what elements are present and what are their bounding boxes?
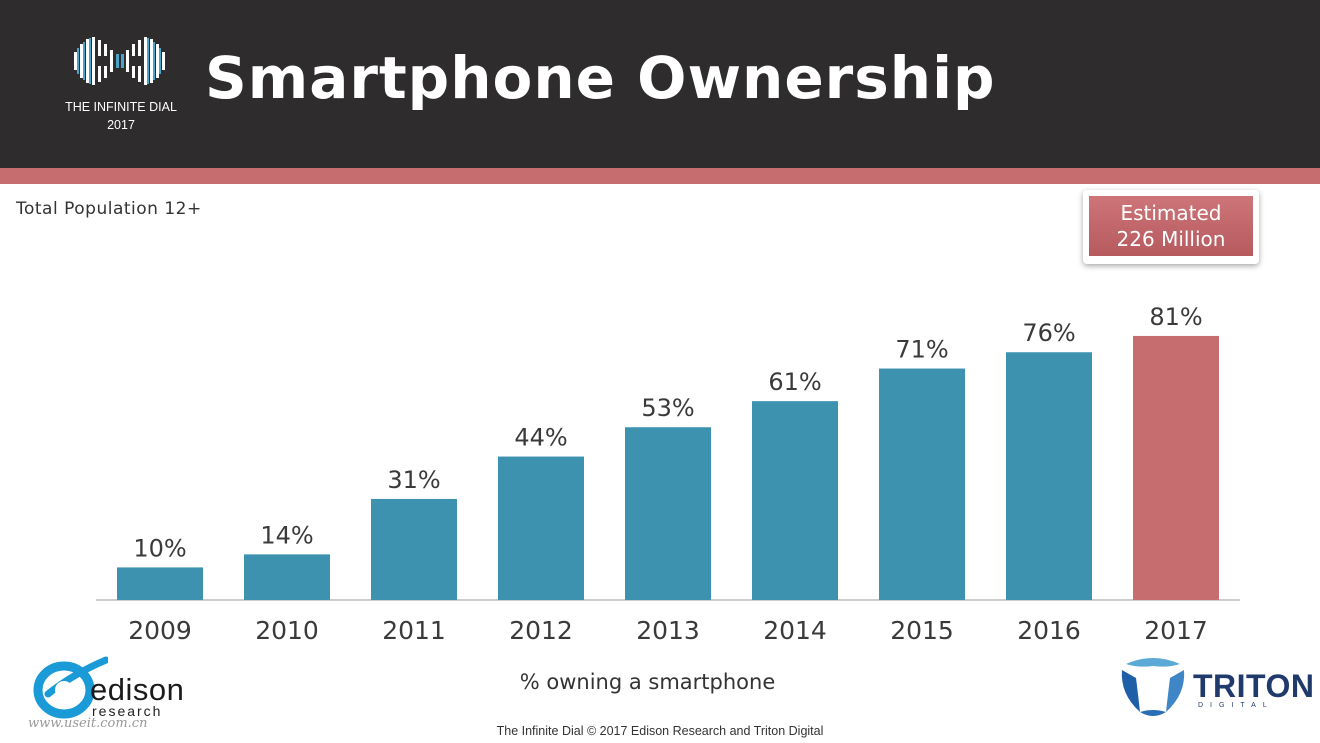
bar-2015 (879, 368, 965, 600)
footer-copyright: The Infinite Dial © 2017 Edison Research… (496, 724, 824, 738)
x-tick-label-2011: 2011 (382, 616, 446, 645)
x-tick-label-2014: 2014 (763, 616, 827, 645)
x-axis-title: % owning a smartphone (519, 670, 776, 694)
x-tick-label-2009: 2009 (128, 616, 192, 645)
bar-2010 (244, 554, 330, 600)
value-label-2014: 61% (768, 368, 821, 396)
edison-logo-icon (33, 656, 108, 719)
triton-logo-text: TRITON (1193, 668, 1315, 704)
x-tick-label-2013: 2013 (636, 616, 700, 645)
logo-year-text: 2017 (107, 118, 135, 132)
population-subtitle: Total Population 12+ (16, 199, 202, 219)
bar-2014 (752, 401, 838, 600)
value-label-2017: 81% (1149, 303, 1202, 331)
estimate-line-2: 226 Million (1116, 227, 1226, 251)
estimate-box: Estimated 226 Million (1089, 196, 1253, 256)
logo-name-text: THE INFINITE DIAL (65, 100, 177, 114)
value-label-2012: 44% (514, 424, 567, 452)
bar-2009 (117, 567, 203, 600)
bar-2012 (498, 456, 584, 600)
header-bar (0, 0, 1320, 168)
estimate-line-1: Estimated (1120, 201, 1222, 225)
infinite-dial-logo-icon (74, 37, 165, 85)
x-tick-label-2015: 2015 (890, 616, 954, 645)
bar-2013 (625, 427, 711, 600)
x-tick-label-2012: 2012 (509, 616, 573, 645)
value-label-2016: 76% (1022, 319, 1075, 347)
value-label-2013: 53% (641, 394, 694, 422)
edison-logo-subtext: research (92, 703, 163, 719)
estimate-callout: Estimated 226 Million (1083, 190, 1259, 264)
value-label-2015: 71% (895, 336, 948, 364)
bar-2017 (1133, 335, 1219, 600)
x-tick-label-2016: 2016 (1017, 616, 1081, 645)
bar-2011 (371, 498, 457, 600)
triton-logo-icon (1121, 658, 1185, 716)
x-tick-label-2017: 2017 (1144, 616, 1208, 645)
bar-2016 (1006, 352, 1092, 600)
value-label-2009: 10% (133, 534, 186, 562)
logo-caption: THE INFINITE DIAL 2017 (56, 98, 186, 134)
value-label-2011: 31% (387, 466, 440, 494)
x-tick-label-2010: 2010 (255, 616, 319, 645)
watermark: www.useit.com.cn (28, 716, 148, 731)
value-label-2010: 14% (260, 521, 313, 549)
bar-chart: 10% 2009 14% 2010 31% 2011 44% 2012 53% 2013 61% 20… (96, 303, 1240, 645)
header-stripe (0, 168, 1320, 184)
page-title: Smartphone Ownership (205, 44, 996, 112)
edison-logo-text: edison (90, 672, 185, 707)
triton-logo-subtext: DIGITAL (1198, 702, 1274, 709)
